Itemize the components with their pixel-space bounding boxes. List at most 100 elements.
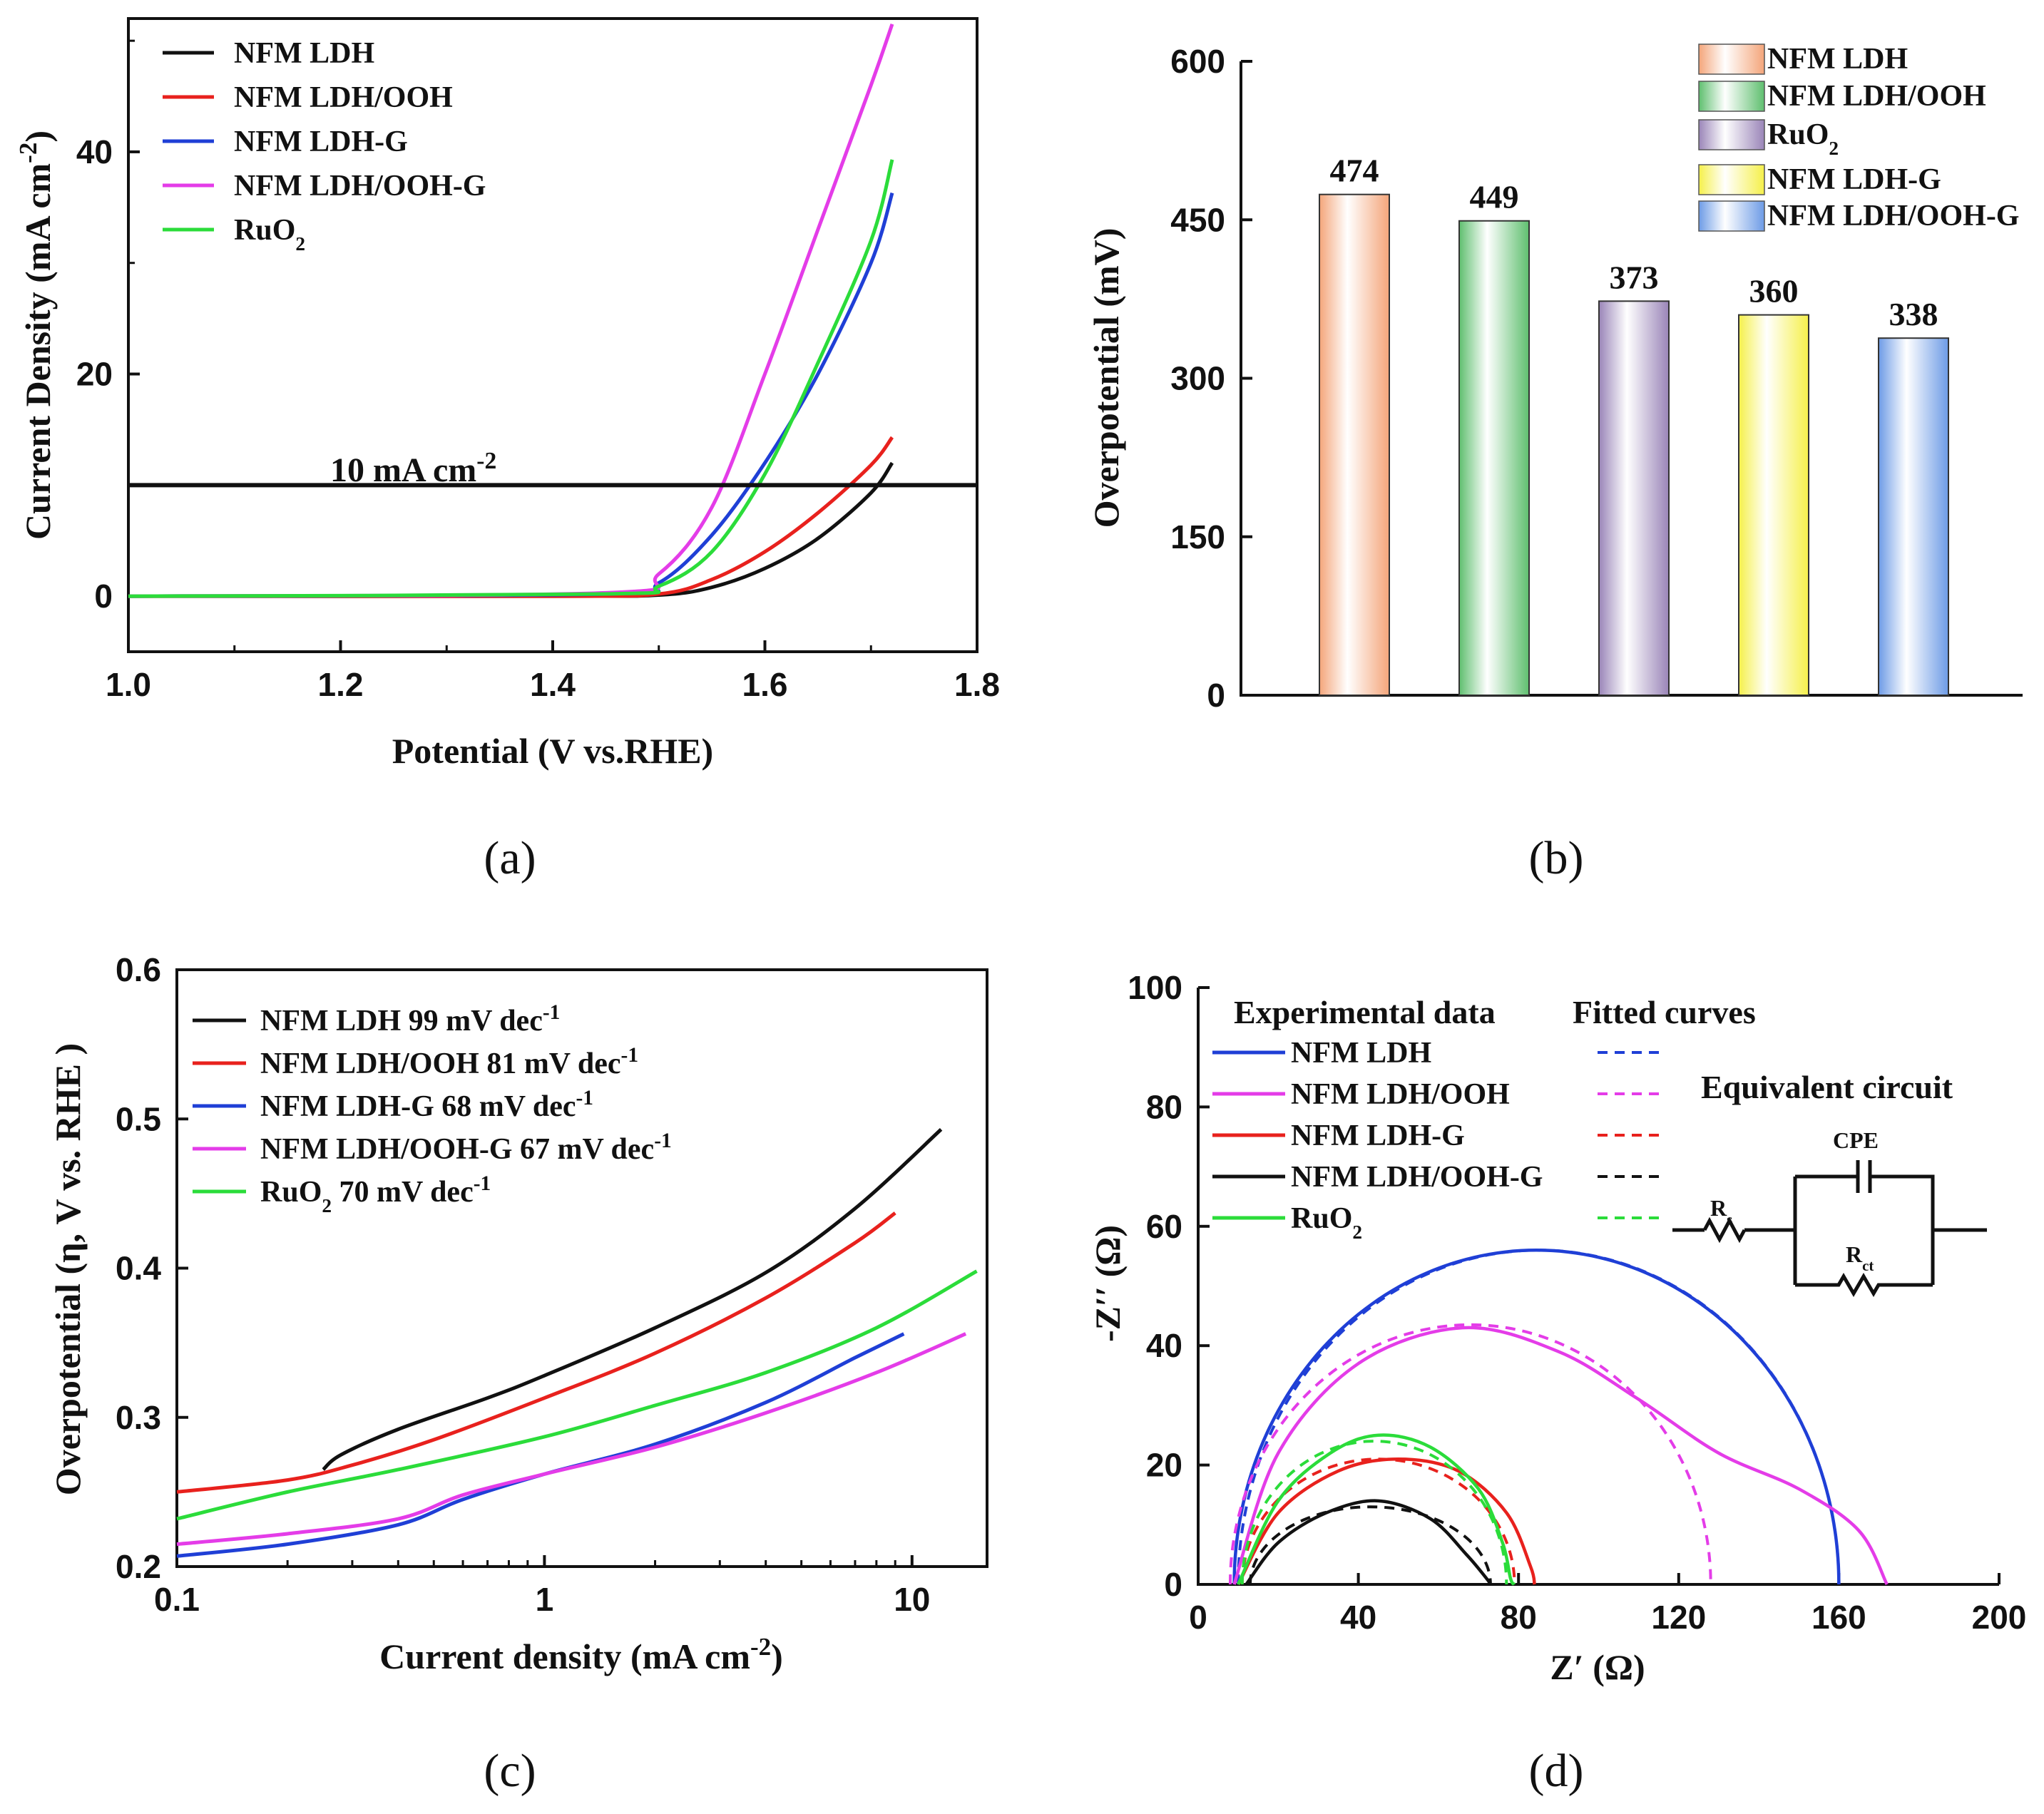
series-line <box>128 461 894 598</box>
series-line <box>176 1332 967 1547</box>
legend-label: RuO2 <box>1291 1202 1362 1243</box>
y-tick-label: 0 <box>94 578 113 615</box>
y-tick-label: 100 <box>1128 969 1182 1006</box>
bar <box>1878 337 1949 696</box>
x-tick-label: 80 <box>1501 1599 1537 1636</box>
experimental-curve <box>1237 1433 1516 1586</box>
legend-label: NFM LDH/OOH-G 67 mV dec-1 <box>260 1129 672 1166</box>
experimental-curve <box>1232 1249 1841 1585</box>
panel-label-d: (d) <box>1529 1745 1584 1797</box>
y-tick-label: 20 <box>76 356 113 393</box>
bar-value-label: 338 <box>1889 296 1938 332</box>
fitted-curve <box>1237 1249 1841 1585</box>
y-tick-label: 20 <box>1146 1447 1182 1484</box>
bar <box>1738 314 1809 697</box>
series-line <box>176 1211 896 1494</box>
bar <box>1458 220 1530 696</box>
legend-label: NFM LDH-G <box>1767 163 1941 196</box>
y-tick-label: 450 <box>1170 201 1225 238</box>
circuit-label-rs: Rs <box>1710 1195 1732 1228</box>
series-line <box>128 192 894 598</box>
legend-label: RuO2 70 mV dec-1 <box>260 1172 491 1216</box>
y-tick-label: 0.4 <box>116 1250 161 1287</box>
y-tick-label: 0 <box>1207 677 1225 714</box>
panel-a-xlabel: Potential (V vs.RHE) <box>392 731 713 771</box>
experimental-curve <box>1237 1457 1536 1586</box>
series-line <box>128 159 894 598</box>
legend-swatch <box>1698 200 1765 232</box>
x-tick-label: 1.0 <box>106 666 151 703</box>
bar-value-label: 360 <box>1749 273 1799 309</box>
y-tick-label: 0.6 <box>116 951 161 988</box>
legend-label: NFM LDH-G 68 mV dec-1 <box>260 1087 593 1123</box>
series-line <box>128 436 894 598</box>
x-tick-label: 200 <box>1972 1599 2027 1636</box>
legend-label: RuO2 <box>1767 118 1839 159</box>
y-tick-label: 80 <box>1146 1088 1182 1125</box>
legend-label: NFM LDH/OOH-G <box>234 170 486 203</box>
panel-a-chart: 1.0 1.2 1.4 1.6 1.8 0 20 40 10 mA cm-2 NFM LDH N… <box>14 17 1000 771</box>
series-line <box>176 1332 905 1558</box>
legend-label: NFM LDH/OOH <box>1291 1078 1510 1111</box>
resistor-rs <box>1702 1216 1747 1244</box>
panel-b-chart: 0 150 300 450 600 474 449 373 360 338 NFM LDH NFM… <box>1086 43 2023 714</box>
x-tick-label: 120 <box>1651 1599 1706 1636</box>
y-tick-label: 0.2 <box>116 1548 161 1585</box>
circuit-label-rct: Rct <box>1846 1241 1874 1274</box>
panel-b-ylabel: Overpotential (mV) <box>1086 228 1126 528</box>
legend-label: NFM LDH/OOH <box>234 81 453 114</box>
panel-c-xlabel: Current density (mA cm-2) <box>379 1633 783 1677</box>
legend-label: NFM LDH-G <box>1291 1119 1465 1152</box>
fitted-curve <box>1240 1440 1508 1585</box>
legend-header-experimental: Experimental data <box>1234 994 1496 1030</box>
circuit-cpe-wire-right <box>1870 1174 1935 1285</box>
resistor-rct <box>1795 1273 1933 1297</box>
legend-label: NFM LDH/OOH-G <box>1291 1161 1543 1194</box>
fitted-curve <box>1228 1323 1712 1585</box>
legend-swatch <box>1698 164 1765 195</box>
y-tick-label: 600 <box>1170 43 1225 80</box>
series-line <box>322 1128 943 1471</box>
y-tick-label: 0.3 <box>116 1399 161 1436</box>
x-tick-label: 160 <box>1812 1599 1866 1636</box>
panel-c-chart: 0.1 1 10 0.2 0.3 0.4 0.5 0.6 NFM LDH 99 mV dec-… <box>48 951 988 1677</box>
legend-label: RuO2 <box>234 214 305 255</box>
panel-label-c: (c) <box>484 1745 536 1797</box>
legend-label: NFM LDH 99 mV dec-1 <box>260 1001 560 1037</box>
x-tick-label: 40 <box>1340 1599 1376 1636</box>
panel-d-chart: 0 40 80 120 160 200 0 20 40 60 80 100 NFM LDH NFM LD… <box>1088 969 2026 1687</box>
x-tick-label: 1.8 <box>954 666 1000 703</box>
legend-label: NFM LDH <box>1767 43 1908 76</box>
legend-label: NFM LDH <box>234 37 374 70</box>
x-tick-label: 0 <box>1189 1599 1207 1636</box>
bar <box>1319 193 1390 696</box>
legend-label: NFM LDH/OOH <box>1767 80 1986 113</box>
legend-label: NFM LDH/OOH 81 mV dec-1 <box>260 1044 638 1080</box>
experimental-curve <box>1232 1326 1889 1586</box>
legend-label: NFM LDH <box>1291 1037 1431 1070</box>
panel-a-ylabel: Current Density (mA cm-2) <box>14 130 58 540</box>
fitted-curve <box>1240 1457 1516 1585</box>
y-tick-label: 300 <box>1170 360 1225 397</box>
bar-value-label: 449 <box>1470 179 1519 215</box>
x-tick-label: 0.1 <box>154 1581 200 1618</box>
y-tick-label: 150 <box>1170 518 1225 555</box>
panel-c-ylabel: Overpotential (η, V vs. RHE ) <box>48 1043 88 1495</box>
x-tick-label: 1.2 <box>318 666 364 703</box>
annotation-10ma: 10 mA cm-2 <box>330 448 496 490</box>
panel-label-a: (a) <box>484 832 536 884</box>
legend-swatch <box>1698 119 1765 150</box>
bar-value-label: 373 <box>1610 259 1659 295</box>
x-tick-label: 10 <box>894 1581 930 1618</box>
circuit-label-cpe: CPE <box>1833 1127 1879 1153</box>
panel-d-ylabel: -Z′′ (Ω) <box>1088 1225 1128 1342</box>
experimental-curve <box>1245 1499 1492 1586</box>
legend-swatch <box>1698 43 1765 75</box>
y-tick-label: 0.5 <box>116 1100 161 1137</box>
fitted-curve <box>1248 1505 1492 1585</box>
y-tick-label: 0 <box>1164 1566 1182 1603</box>
x-tick-label: 1.6 <box>742 666 788 703</box>
series-line <box>176 1269 978 1521</box>
legend-label: NFM LDH-G <box>234 125 408 158</box>
